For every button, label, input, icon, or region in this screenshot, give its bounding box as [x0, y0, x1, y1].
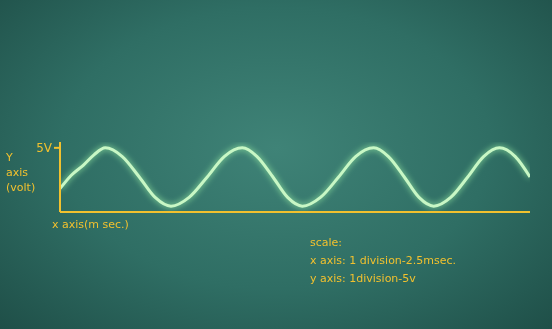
html-text:Y: Y	[6, 151, 13, 164]
html-text:x axis(m sec.): x axis(m sec.)	[52, 218, 129, 231]
html-text:scale:: scale:	[310, 236, 343, 249]
svg-text:5V: 5V	[36, 141, 53, 155]
html-text:axis: axis	[6, 166, 28, 179]
html-text:(volt): (volt)	[6, 181, 36, 194]
html-text:x axis: 1 division-2.5msec.: x axis: 1 division-2.5msec.	[310, 254, 457, 267]
html-text:y axis: 1division-5v: y axis: 1division-5v	[310, 272, 416, 285]
